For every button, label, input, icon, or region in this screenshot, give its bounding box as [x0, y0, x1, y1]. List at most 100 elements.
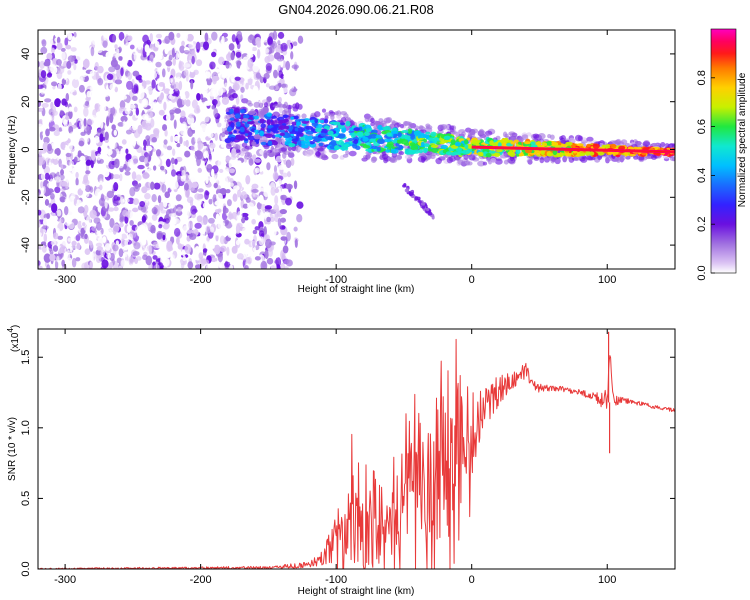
spectrogram-noise-cell	[207, 250, 214, 256]
spectrogram-band-cell	[390, 148, 399, 154]
spectrogram-band-cell	[267, 140, 273, 146]
spectrogram-noise-cell	[105, 51, 111, 60]
spectrogram-noise-cell	[246, 202, 254, 209]
spectrogram-band-cell	[297, 140, 302, 146]
spectrogram-noise-cell	[162, 257, 170, 267]
spectrogram-noise-cell	[158, 201, 164, 211]
spectrogram-noise-cell	[281, 172, 288, 178]
spectrogram-noise-cell	[126, 59, 133, 67]
spectrogram-band-halo	[537, 133, 546, 140]
spectrogram-noise-cell	[229, 177, 234, 183]
spectrogram-noise-cell	[273, 251, 280, 258]
spectrogram-noise-cell	[166, 168, 171, 174]
spectrogram-band-cell	[230, 122, 235, 128]
snr-x-tick-label: 0	[469, 574, 475, 586]
spectrogram-band-cell	[279, 129, 286, 133]
spectrogram-noise-cell	[168, 213, 175, 218]
spectrogram-noise-cell	[111, 141, 116, 149]
spectrogram-noise-cell	[223, 176, 229, 187]
spectrogram-band-cell	[424, 147, 429, 153]
spectrogram-band-cell	[401, 130, 409, 134]
spectrogram-noise-cell	[294, 45, 298, 52]
spectrogram-noise-cell	[268, 85, 277, 90]
spectrogram-noise-cell	[169, 109, 175, 115]
spectrogram-band-halo	[292, 106, 299, 112]
spectrogram-band-halo	[664, 143, 670, 149]
spectrogram-noise-cell	[181, 98, 187, 106]
spectrogram-noise-cell	[52, 143, 59, 149]
spectrogram-noise-cell	[84, 184, 92, 193]
spectrogram-branch-cell	[428, 212, 433, 216]
spectrogram-noise-cell	[76, 263, 81, 269]
spectrogram-noise-cell	[156, 230, 164, 240]
spectrogram-noise-cell	[122, 176, 128, 182]
spectrogram-noise-cell	[235, 51, 242, 58]
spectrogram-noise-cell	[134, 257, 139, 265]
spectrogram-noise-cell	[198, 252, 204, 260]
spectrogram-noise-cell	[133, 51, 140, 62]
spectrogram-band-halo	[485, 130, 493, 136]
spectrogram-band-cell	[410, 145, 419, 151]
spectrogram-noise-cell	[73, 106, 78, 113]
spectrogram-noise-cell	[175, 171, 183, 177]
spectrogram-noise-cell	[149, 70, 158, 80]
spectrogram-band-cell	[362, 136, 369, 142]
spectrogram-band-cell	[320, 128, 328, 134]
spectrogram-noise-cell	[131, 120, 138, 131]
spectrogram-band-cell	[504, 137, 509, 144]
spectrogram-noise-cell	[64, 205, 69, 216]
spectrogram-noise-cell	[224, 82, 229, 89]
spectrogram-noise-cell	[38, 136, 41, 146]
spectrogram-noise-cell	[40, 70, 47, 79]
spectrogram-noise-cell	[154, 41, 160, 49]
spectrogram-band-cell	[564, 151, 570, 157]
spectrogram-noise-cell	[231, 34, 236, 43]
spectrogram-noise-cell	[92, 53, 99, 60]
spectrogram-noise-cell	[129, 210, 137, 220]
spectrogram-noise-cell	[52, 232, 59, 240]
spectrogram-noise-cell	[99, 104, 107, 112]
spectrogram-noise-cell	[205, 225, 212, 234]
spectrogram-noise-cell	[182, 32, 189, 41]
spectrogram-noise-cell	[104, 243, 111, 251]
spectrogram-noise-cell	[78, 84, 85, 93]
spectrogram-noise-cell	[217, 252, 223, 263]
spectrogram-noise-cell	[102, 40, 108, 48]
spectrogram-band-halo	[521, 134, 529, 140]
spectrogram-band-cell	[320, 132, 326, 137]
spectrogram-noise-cell	[106, 73, 114, 81]
spectrogram-noise-cell	[95, 230, 103, 240]
spectrogram-noise-cell	[51, 47, 55, 54]
spectrogram-noise-cell	[121, 139, 127, 145]
spectrogram-noise-cell	[227, 51, 231, 58]
spectrogram-noise-cell	[221, 72, 228, 78]
spectrogram-band-cell	[457, 150, 466, 154]
spectrogram-noise-cell	[273, 165, 277, 174]
spectrogram-noise-cell	[235, 257, 241, 267]
spectrogram-band-halo	[502, 131, 508, 138]
spectrogram-noise-cell	[119, 222, 124, 228]
spectrogram-noise-cell	[158, 95, 163, 105]
spectrogram-noise-cell	[271, 76, 278, 87]
spectrogram-band-halo	[361, 157, 368, 162]
spectrogram-noise-cell	[123, 247, 128, 258]
spectrogram-noise-cell	[44, 198, 50, 206]
spectrogram-band-halo	[235, 149, 241, 153]
spectrogram-noise-cell	[201, 81, 205, 88]
spectrogram-noise-cell	[292, 260, 297, 268]
spectrogram-band-cell	[304, 135, 309, 142]
spectrogram-band-halo	[407, 125, 413, 130]
spectrogram-band-cell	[308, 141, 315, 145]
spectrogram-band-halo	[435, 157, 442, 165]
spectrogram-band-cell	[440, 144, 448, 149]
spectrogram-noise-cell	[197, 193, 204, 200]
spectrogram-branch-cell	[414, 196, 419, 201]
spectrogram-noise-cell	[41, 39, 47, 47]
spectrogram-noise-cell	[83, 118, 87, 127]
spectrogram-band-cell	[409, 142, 416, 147]
spectrogram-noise-cell	[193, 160, 197, 168]
figure-title: GN04.2026.090.06.21.R08	[278, 2, 433, 17]
spectrogram-noise-cell	[43, 253, 52, 263]
spectrogram-band-cell	[260, 141, 267, 146]
spectrogram-noise-cell	[38, 265, 43, 269]
